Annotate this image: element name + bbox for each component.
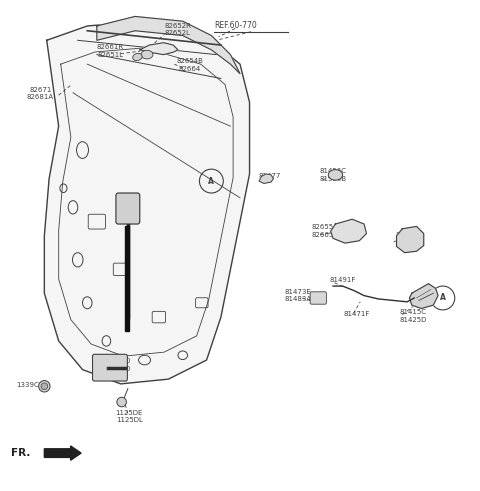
Polygon shape — [409, 284, 438, 308]
Text: REF.60-770: REF.60-770 — [214, 22, 256, 30]
Text: 81477: 81477 — [259, 173, 281, 179]
Text: A: A — [440, 294, 446, 302]
Text: 82652R
82652L: 82652R 82652L — [165, 23, 192, 36]
Text: 82661R
82651L: 82661R 82651L — [96, 44, 124, 57]
Polygon shape — [140, 43, 178, 55]
Polygon shape — [331, 219, 366, 243]
Text: 1125DE
1125DL: 1125DE 1125DL — [116, 409, 143, 423]
FancyBboxPatch shape — [310, 292, 326, 304]
Text: 81491F: 81491F — [329, 277, 356, 283]
Text: A: A — [208, 177, 214, 186]
Polygon shape — [125, 226, 129, 331]
Polygon shape — [97, 16, 240, 74]
Circle shape — [38, 381, 50, 392]
Text: 1339CC: 1339CC — [16, 382, 44, 388]
Text: 82671
82681A: 82671 82681A — [27, 87, 54, 101]
Circle shape — [41, 383, 48, 390]
Text: 79480
79490: 79480 79490 — [108, 358, 131, 372]
Ellipse shape — [141, 50, 153, 59]
Polygon shape — [44, 21, 250, 384]
Circle shape — [117, 397, 126, 407]
Ellipse shape — [132, 54, 142, 61]
FancyBboxPatch shape — [93, 355, 127, 381]
Text: FR.: FR. — [11, 448, 30, 458]
Text: 81471F: 81471F — [344, 311, 370, 317]
Ellipse shape — [328, 169, 343, 180]
Text: 81415C
81425D: 81415C 81425D — [399, 309, 427, 323]
Text: 82655
82665: 82655 82665 — [312, 224, 334, 238]
Text: 81456C
81350B: 81456C 81350B — [320, 168, 347, 182]
Text: 82654B
82664: 82654B 82664 — [177, 58, 204, 72]
Text: 81473E
81483A: 81473E 81483A — [285, 289, 312, 302]
Polygon shape — [259, 174, 274, 184]
FancyBboxPatch shape — [116, 193, 140, 224]
FancyArrow shape — [44, 446, 81, 460]
Polygon shape — [396, 226, 424, 253]
Text: 83485C
83495C: 83485C 83495C — [396, 232, 422, 245]
